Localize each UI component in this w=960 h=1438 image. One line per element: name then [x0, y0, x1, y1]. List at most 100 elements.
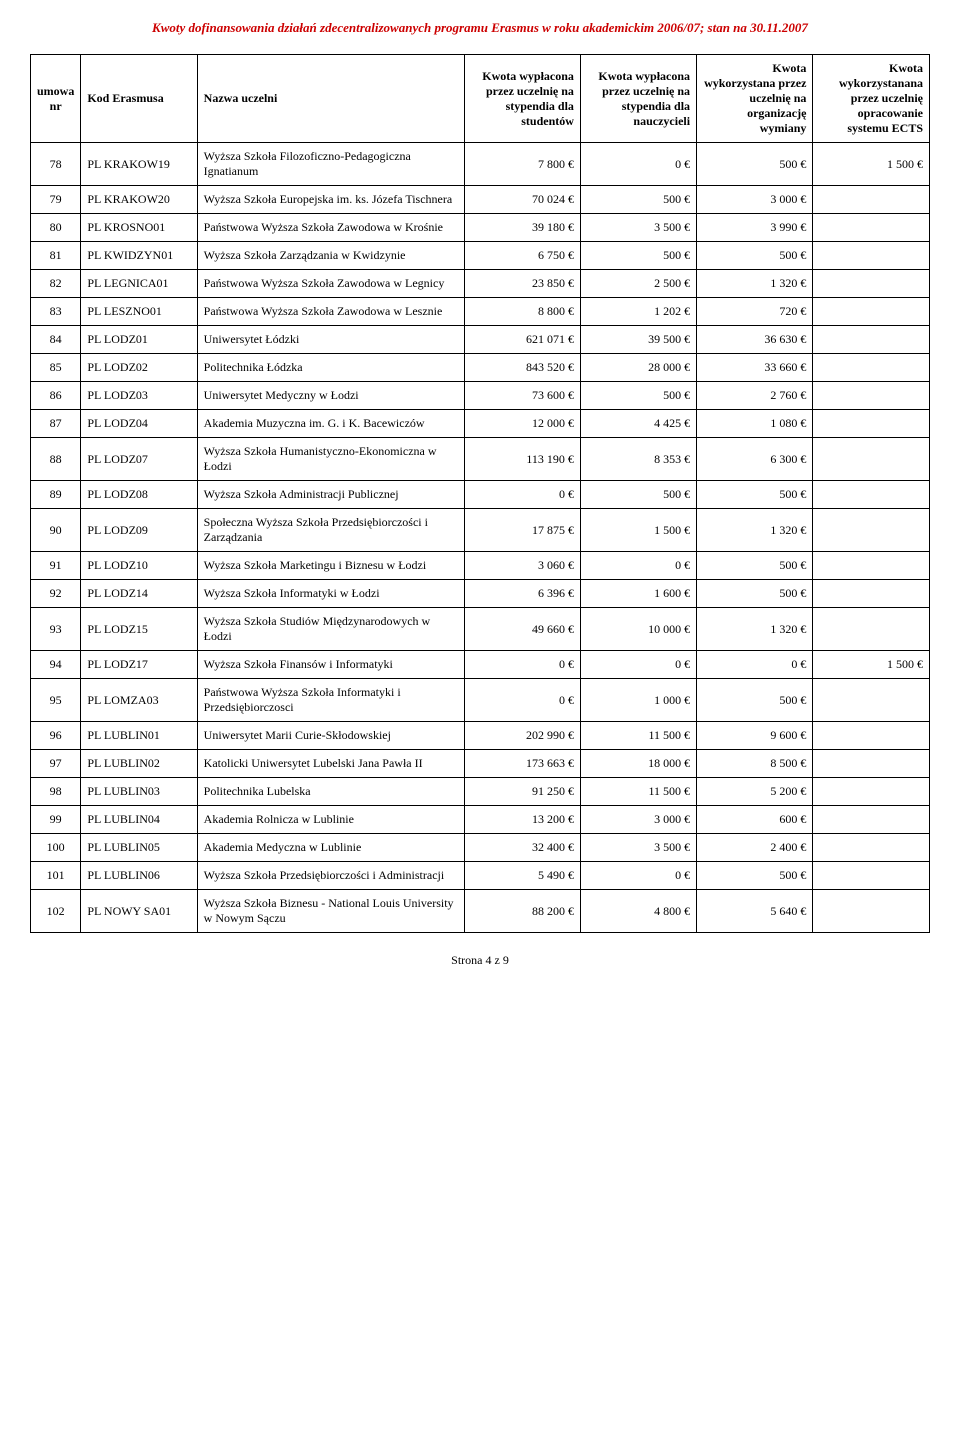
- table-row: 95PL LOMZA03Państwowa Wyższa Szkoła Info…: [31, 679, 930, 722]
- cell-k1: 8 800 €: [464, 298, 580, 326]
- cell-k2: 0 €: [580, 552, 696, 580]
- cell-kod: PL LUBLIN01: [81, 722, 197, 750]
- col-header-k2: Kwota wypłacona przez uczelnię na stypen…: [580, 55, 696, 143]
- cell-nr: 89: [31, 481, 81, 509]
- cell-nazwa: Państwowa Wyższa Szkoła Informatyki i Pr…: [197, 679, 464, 722]
- col-header-k1: Kwota wypłacona przez uczelnię na stypen…: [464, 55, 580, 143]
- cell-k4: [813, 214, 930, 242]
- cell-kod: PL KRAKOW19: [81, 143, 197, 186]
- table-row: 89PL LODZ08Wyższa Szkoła Administracji P…: [31, 481, 930, 509]
- cell-k2: 1 000 €: [580, 679, 696, 722]
- col-header-nazwa: Nazwa uczelni: [197, 55, 464, 143]
- page-footer: Strona 4 z 9: [30, 953, 930, 968]
- table-row: 99PL LUBLIN04Akademia Rolnicza w Lublini…: [31, 806, 930, 834]
- table-row: 79PL KRAKOW20Wyższa Szkoła Europejska im…: [31, 186, 930, 214]
- table-row: 102PL NOWY SA01Wyższa Szkoła Biznesu - N…: [31, 890, 930, 933]
- cell-nr: 94: [31, 651, 81, 679]
- cell-k1: 70 024 €: [464, 186, 580, 214]
- cell-kod: PL LODZ02: [81, 354, 197, 382]
- cell-kod: PL LUBLIN06: [81, 862, 197, 890]
- cell-k2: 1 600 €: [580, 580, 696, 608]
- cell-nazwa: Wyższa Szkoła Administracji Publicznej: [197, 481, 464, 509]
- cell-nazwa: Wyższa Szkoła Studiów Międzynarodowych w…: [197, 608, 464, 651]
- table-header-row: umowa nr Kod Erasmusa Nazwa uczelni Kwot…: [31, 55, 930, 143]
- cell-nazwa: Wyższa Szkoła Biznesu - National Louis U…: [197, 890, 464, 933]
- cell-k2: 28 000 €: [580, 354, 696, 382]
- cell-kod: PL LODZ17: [81, 651, 197, 679]
- cell-nazwa: Państwowa Wyższa Szkoła Zawodowa w Legni…: [197, 270, 464, 298]
- cell-k3: 36 630 €: [697, 326, 813, 354]
- cell-k1: 73 600 €: [464, 382, 580, 410]
- cell-k4: [813, 382, 930, 410]
- table-row: 97PL LUBLIN02Katolicki Uniwersytet Lubel…: [31, 750, 930, 778]
- cell-nr: 80: [31, 214, 81, 242]
- cell-kod: PL LODZ08: [81, 481, 197, 509]
- cell-nazwa: Wyższa Szkoła Humanistyczno-Ekonomiczna …: [197, 438, 464, 481]
- cell-nr: 98: [31, 778, 81, 806]
- cell-k4: [813, 890, 930, 933]
- cell-k3: 500 €: [697, 242, 813, 270]
- col-header-kod: Kod Erasmusa: [81, 55, 197, 143]
- cell-k1: 12 000 €: [464, 410, 580, 438]
- cell-k2: 1 202 €: [580, 298, 696, 326]
- cell-k3: 500 €: [697, 679, 813, 722]
- cell-nazwa: Uniwersytet Marii Curie-Skłodowskiej: [197, 722, 464, 750]
- cell-k3: 2 400 €: [697, 834, 813, 862]
- col-header-nr: umowa nr: [31, 55, 81, 143]
- cell-k1: 6 396 €: [464, 580, 580, 608]
- cell-k2: 4 425 €: [580, 410, 696, 438]
- cell-k2: 0 €: [580, 862, 696, 890]
- cell-nr: 87: [31, 410, 81, 438]
- cell-nazwa: Katolicki Uniwersytet Lubelski Jana Pawł…: [197, 750, 464, 778]
- cell-kod: PL LODZ10: [81, 552, 197, 580]
- cell-nr: 85: [31, 354, 81, 382]
- cell-k1: 621 071 €: [464, 326, 580, 354]
- table-row: 87PL LODZ04Akademia Muzyczna im. G. i K.…: [31, 410, 930, 438]
- cell-k1: 17 875 €: [464, 509, 580, 552]
- cell-kod: PL NOWY SA01: [81, 890, 197, 933]
- cell-nazwa: Państwowa Wyższa Szkoła Zawodowa w Leszn…: [197, 298, 464, 326]
- cell-k4: [813, 834, 930, 862]
- cell-kod: PL LUBLIN02: [81, 750, 197, 778]
- cell-kod: PL LOMZA03: [81, 679, 197, 722]
- cell-nr: 102: [31, 890, 81, 933]
- cell-kod: PL LODZ14: [81, 580, 197, 608]
- cell-k1: 173 663 €: [464, 750, 580, 778]
- cell-nr: 88: [31, 438, 81, 481]
- cell-k3: 500 €: [697, 580, 813, 608]
- col-header-k3: Kwota wykorzystana przez uczelnię na org…: [697, 55, 813, 143]
- cell-k4: [813, 750, 930, 778]
- cell-nazwa: Akademia Medyczna w Lublinie: [197, 834, 464, 862]
- cell-nazwa: Wyższa Szkoła Przedsiębiorczości i Admin…: [197, 862, 464, 890]
- table-row: 94PL LODZ17Wyższa Szkoła Finansów i Info…: [31, 651, 930, 679]
- cell-kod: PL KROSNO01: [81, 214, 197, 242]
- table-row: 96PL LUBLIN01Uniwersytet Marii Curie-Skł…: [31, 722, 930, 750]
- cell-nazwa: Państwowa Wyższa Szkoła Zawodowa w Krośn…: [197, 214, 464, 242]
- cell-k3: 600 €: [697, 806, 813, 834]
- cell-k2: 500 €: [580, 186, 696, 214]
- table-row: 100PL LUBLIN05Akademia Medyczna w Lublin…: [31, 834, 930, 862]
- cell-kod: PL LUBLIN03: [81, 778, 197, 806]
- cell-k2: 0 €: [580, 143, 696, 186]
- table-row: 85PL LODZ02Politechnika Łódzka843 520 €2…: [31, 354, 930, 382]
- cell-k1: 7 800 €: [464, 143, 580, 186]
- cell-k4: 1 500 €: [813, 651, 930, 679]
- cell-k3: 500 €: [697, 862, 813, 890]
- cell-k1: 6 750 €: [464, 242, 580, 270]
- cell-k2: 3 500 €: [580, 214, 696, 242]
- cell-kod: PL LESZNO01: [81, 298, 197, 326]
- table-row: 78PL KRAKOW19Wyższa Szkoła Filozoficzno-…: [31, 143, 930, 186]
- cell-k4: [813, 326, 930, 354]
- cell-k2: 2 500 €: [580, 270, 696, 298]
- cell-k3: 5 640 €: [697, 890, 813, 933]
- cell-k1: 843 520 €: [464, 354, 580, 382]
- cell-nr: 79: [31, 186, 81, 214]
- cell-nr: 95: [31, 679, 81, 722]
- cell-k4: [813, 438, 930, 481]
- cell-k1: 0 €: [464, 679, 580, 722]
- cell-nazwa: Politechnika Łódzka: [197, 354, 464, 382]
- cell-kod: PL LODZ15: [81, 608, 197, 651]
- cell-nr: 96: [31, 722, 81, 750]
- cell-k1: 13 200 €: [464, 806, 580, 834]
- cell-k3: 0 €: [697, 651, 813, 679]
